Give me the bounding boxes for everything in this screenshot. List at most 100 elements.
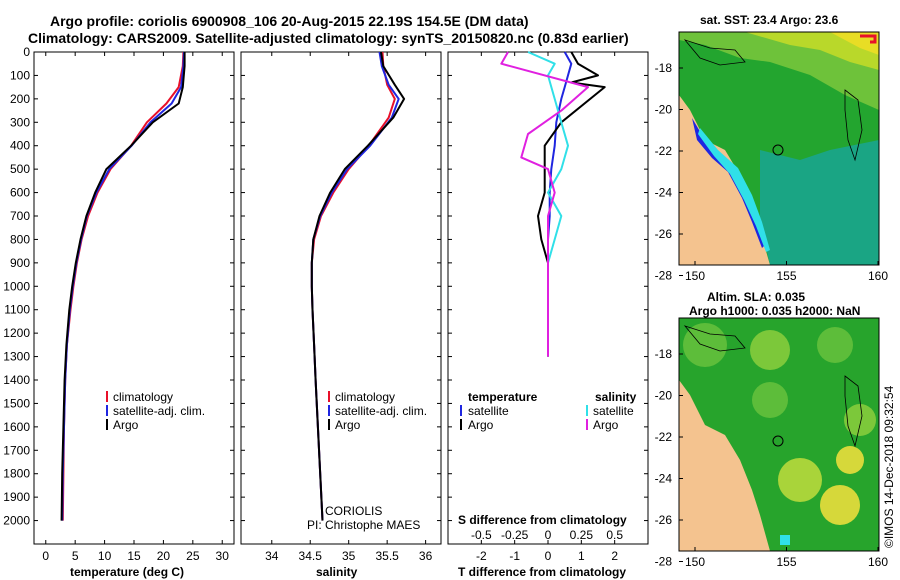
climatology-line	[61, 51, 185, 521]
legend-argo: Argo	[113, 418, 139, 432]
map-y-tick-label: -22	[655, 430, 673, 444]
x2-tick-label: -0.25	[501, 528, 529, 542]
sst-cool-band	[760, 140, 879, 265]
depth-tick-label: 300	[10, 115, 30, 129]
satellite-adj-clim--line	[61, 51, 185, 521]
legend-salinity-title: salinity	[595, 390, 637, 404]
x-tick-label: 2	[611, 549, 618, 563]
depth-tick-label: 1300	[3, 350, 30, 364]
x-tick-label: 25	[186, 549, 200, 563]
salinity-panel-frame	[240, 51, 442, 545]
x2-tick-label: 0	[545, 528, 552, 542]
x-tick-label: 35.5	[375, 549, 399, 563]
pi-note: PI: Christophe MAES	[307, 518, 420, 532]
depth-tick-label: 600	[10, 186, 30, 200]
sla-cyan-spot	[780, 535, 790, 545]
x-tick-label: -1	[509, 549, 520, 563]
legend-swatch-climatology	[106, 391, 108, 402]
depth-tick-label: 100	[10, 68, 30, 82]
legend-t-satellite: satellite	[468, 404, 509, 418]
legend-swatch-t-argo	[460, 419, 462, 430]
map-y-tick-label: -26	[655, 513, 673, 527]
depth-tick-label: 900	[10, 256, 30, 270]
temperature-axis-label: temperature (deg C)	[70, 565, 184, 579]
legend-swatch-argo	[328, 419, 330, 430]
x-tick-label: 36	[419, 549, 433, 563]
salinity-axis-label: salinity	[316, 565, 358, 579]
depth-tick-label: 200	[10, 92, 30, 106]
map-x-tick-label: 160	[868, 269, 888, 283]
sst-warmest-band	[830, 32, 879, 55]
legend-swatch-argo	[106, 419, 108, 430]
map-y-tick-label: -20	[655, 389, 673, 403]
imos-stamp: ©IMOS 14-Dec-2018 09:32:54	[882, 385, 896, 548]
x-tick-label: 0	[545, 549, 552, 563]
sst-map-title: sat. SST: 23.4 Argo: 23.6	[700, 13, 839, 27]
difference-panel: -2 -1 0 1 2 -0.5 -0.25 0 0.25 0.5	[471, 51, 623, 563]
x-tick-label: 10	[98, 549, 112, 563]
depth-tick-label: 1500	[3, 396, 30, 410]
sla-map-title-1: Altim. SLA: 0.035	[707, 290, 805, 304]
sla-map	[679, 318, 879, 551]
difference-legend-salinity: salinity satellite Argo	[586, 390, 637, 432]
x-tick-label: 0	[42, 549, 49, 563]
legend-climatology: climatology	[113, 390, 173, 404]
depth-tick-label: 1800	[3, 467, 30, 481]
map-y-tick-label: -24	[655, 472, 673, 486]
depth-tick-label: 1900	[3, 490, 30, 504]
sla-blob	[778, 458, 822, 502]
map-x-tick-label: 155	[776, 269, 796, 283]
depth-tick-label: 800	[10, 232, 30, 246]
x-tick-label: 30	[216, 549, 230, 563]
t-difference-axis-label: T difference from climatology	[458, 565, 626, 579]
sla-blob	[752, 382, 788, 418]
map-y-tick-label: -18	[655, 347, 673, 361]
x-tick-label: 34.5	[299, 549, 323, 563]
sla-map-title-2: Argo h1000: 0.035 h2000: NaN	[689, 304, 860, 318]
title-line-2: Climatology: CARS2009. Satellite-adjuste…	[28, 30, 629, 46]
legend-climatology: climatology	[335, 390, 395, 404]
sla-blob	[836, 446, 864, 474]
legend-s-argo: Argo	[593, 418, 619, 432]
sst-argo-location-icon	[772, 144, 784, 156]
sst-map-ticks: -18 -20 -22 -24 -26 -28 150 155 160	[655, 61, 889, 283]
legend-satellite-adj: satellite-adj. clim.	[335, 404, 427, 418]
climatology-line	[310, 51, 396, 521]
argo-line	[60, 52, 186, 521]
salinity-legend: climatology satellite-adj. clim. Argo	[328, 390, 427, 432]
depth-tick-label: 2000	[3, 514, 30, 528]
depth-tick-label: 1200	[3, 326, 30, 340]
argo-line	[310, 51, 406, 521]
sla-map-ticks: -18 -20 -22 -24 -26 -28 150 155 160	[655, 347, 889, 569]
depth-tick-label: 1000	[3, 279, 30, 293]
legend-swatch-satellite	[328, 405, 330, 416]
depth-tick-label: 0	[23, 45, 30, 59]
map-y-tick-label: -28	[655, 269, 673, 283]
depth-tick-label: 1100	[4, 303, 30, 317]
depth-tick-label: 500	[10, 162, 30, 176]
legend-swatch-s-satellite	[586, 405, 588, 416]
sst-map-frame	[678, 31, 880, 266]
sla-argo-location-icon	[772, 435, 784, 447]
x2-tick-label: -0.5	[471, 528, 492, 542]
sst-hot-spot	[860, 34, 877, 44]
temperature-panel: 0 5 10 15 20 25 30	[42, 51, 230, 563]
legend-swatch-satellite	[106, 405, 108, 416]
map-y-tick-label: -28	[655, 555, 673, 569]
difference-legend-temperature: temperature satellite Argo	[460, 390, 538, 432]
sla-blob	[820, 485, 860, 525]
depth-tick-label: 1700	[3, 443, 30, 457]
map-y-tick-label: -22	[655, 144, 673, 158]
argo-line	[500, 51, 589, 357]
x2-tick-label: 0.25	[570, 528, 594, 542]
sst-map	[679, 32, 879, 265]
x-tick-label: 1	[578, 549, 585, 563]
sla-blob	[817, 327, 853, 363]
map-x-tick-label: 160	[868, 555, 888, 569]
sst-coastal-cyan-band	[698, 128, 770, 252]
x-tick-label: 20	[157, 549, 171, 563]
map-y-tick-label: -20	[655, 103, 673, 117]
legend-temperature-title: temperature	[468, 390, 538, 404]
depth-tick-label: 700	[10, 209, 30, 223]
